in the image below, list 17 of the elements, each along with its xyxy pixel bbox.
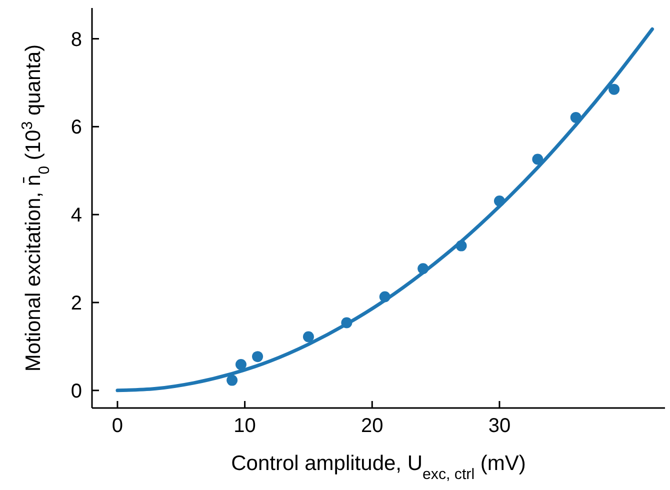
x-axis-title: Control amplitude, U$_{exc, ctrl}$ (mV) xyxy=(231,452,526,482)
y-tick-label: 2 xyxy=(70,292,82,315)
point xyxy=(252,351,264,362)
point xyxy=(302,331,314,342)
x-tick-label: 0 xyxy=(112,415,124,437)
line-series xyxy=(116,27,654,392)
point xyxy=(608,84,620,95)
point xyxy=(226,374,238,386)
x-tick-label: 10 xyxy=(234,415,256,437)
y-tick-label: 8 xyxy=(70,28,82,51)
y-tick-label: 6 xyxy=(70,116,82,139)
x-tick-label: 20 xyxy=(361,415,384,437)
point xyxy=(532,154,544,165)
y-tick-label: 0 xyxy=(70,380,82,402)
x-tick-label: 30 xyxy=(488,415,511,437)
y-tick-label: 4 xyxy=(70,204,82,227)
point xyxy=(235,358,246,370)
